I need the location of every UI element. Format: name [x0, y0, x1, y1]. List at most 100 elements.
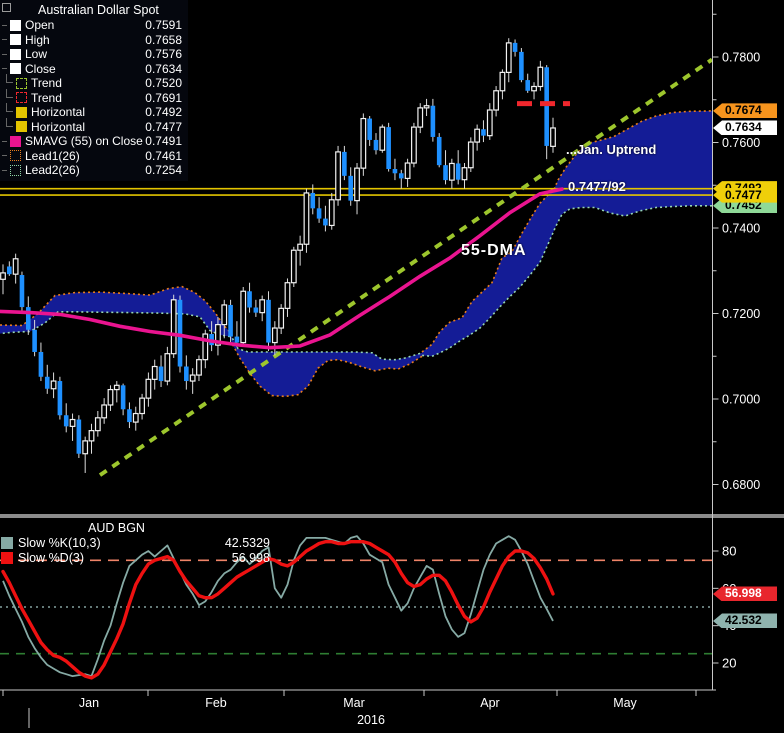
- month-label: Feb: [205, 696, 227, 710]
- candle-down: [481, 129, 486, 136]
- legend-row[interactable]: High 0.7658: [2, 33, 184, 48]
- legend-row[interactable]: Lead1(26) 0.7461: [2, 149, 184, 164]
- tree-connector: [6, 88, 13, 98]
- series-value: 0.7477: [145, 119, 182, 134]
- stoch-y-label: 20: [722, 656, 736, 671]
- legend-row[interactable]: Trend 0.7520: [2, 74, 184, 91]
- series-value: 0.7658: [145, 32, 182, 47]
- candle-down: [310, 192, 316, 209]
- candle-up: [164, 353, 171, 382]
- series-swatch-icon: [16, 121, 27, 133]
- candle-down: [120, 385, 126, 410]
- series-label: Slow %D(3): [18, 550, 84, 565]
- series-label: SMAVG (55) on Close: [25, 134, 143, 149]
- legend-row[interactable]: Slow %K(10,3) 42.5329: [0, 536, 280, 551]
- cloud-lead-edge: [229, 333, 423, 361]
- tree-stub: [2, 68, 7, 70]
- tree-connector: [6, 117, 13, 127]
- month-label: May: [613, 696, 637, 710]
- candle-up: [69, 418, 76, 427]
- annotation-support-zone: 0.7477/92: [568, 179, 626, 194]
- series-swatch-icon: [16, 77, 27, 89]
- candle-down: [512, 42, 518, 52]
- tree-connector: [6, 74, 13, 84]
- candle-down: [57, 381, 63, 416]
- candle-up: [537, 66, 544, 88]
- legend-row[interactable]: Trend 0.7691: [2, 88, 184, 106]
- cloud-lead-edge: [0, 285, 231, 333]
- candle-up: [196, 359, 202, 376]
- legend-row[interactable]: SMAVG (55) on Close 0.7491: [2, 134, 184, 149]
- series-value: 0.7576: [145, 47, 182, 62]
- series-label: Lead2(26): [25, 163, 80, 178]
- legend-row[interactable]: Close 0.7634: [2, 62, 184, 77]
- candle-down: [367, 118, 372, 140]
- candle-down: [455, 163, 461, 180]
- legend-row[interactable]: Lead2(26) 0.7254: [2, 163, 184, 178]
- cloud-lead-edge: [421, 205, 712, 358]
- candle-down: [373, 139, 379, 151]
- candle-up: [493, 90, 500, 111]
- ichimoku-cloud-middle: [230, 334, 422, 397]
- candle-down: [177, 299, 183, 367]
- candle-down: [247, 291, 252, 308]
- series-swatch-icon: [10, 164, 21, 176]
- price-badge: 0.7674: [713, 103, 777, 119]
- candle-down: [158, 366, 164, 382]
- main-y-label: 0.7800: [722, 51, 760, 65]
- candle-down: [348, 175, 353, 201]
- candle-up: [360, 117, 367, 169]
- tree-stub: [2, 169, 7, 171]
- candle-down: [323, 218, 328, 226]
- candle-up: [499, 71, 506, 92]
- series-value: 42.5329: [224, 536, 270, 551]
- candle-up: [170, 299, 177, 355]
- candle-up: [550, 127, 556, 147]
- collapse-icon[interactable]: [2, 3, 11, 12]
- series-value: 0.7691: [145, 90, 182, 105]
- legend-row[interactable]: Low 0.7576: [2, 47, 184, 62]
- candle-up: [467, 141, 474, 169]
- candle-down: [316, 208, 322, 219]
- candle-down: [342, 151, 347, 176]
- month-label: Apr: [480, 696, 499, 710]
- candle-up: [101, 404, 108, 419]
- candle-down: [7, 266, 12, 275]
- candle-down: [127, 409, 132, 423]
- series-label: Horizontal: [31, 119, 86, 134]
- candle-up: [113, 384, 120, 391]
- series-label: Lead1(26): [25, 148, 80, 163]
- candle-up: [145, 378, 152, 399]
- sma55-line: [0, 187, 564, 350]
- main-y-label: 0.7000: [722, 393, 760, 407]
- candle-up: [50, 380, 57, 390]
- series-swatch-icon: [10, 34, 21, 46]
- series-swatch-icon: [10, 19, 21, 31]
- candle-down: [266, 299, 271, 343]
- series-label: Open: [25, 18, 55, 33]
- series-label: Slow %K(10,3): [18, 536, 101, 551]
- study-title: AUD BGN: [88, 521, 145, 535]
- legend-row[interactable]: Horizontal 0.7477: [2, 117, 184, 135]
- slow-k-line: [2, 535, 554, 677]
- candle-down: [234, 336, 240, 343]
- series-swatch-icon: [16, 92, 27, 104]
- ichimoku-cloud-right: [422, 110, 712, 357]
- series-swatch-icon: [1, 537, 13, 550]
- main-y-label: 0.7200: [722, 307, 760, 321]
- legend-row[interactable]: Horizontal 0.7492: [2, 103, 184, 120]
- candle-down: [525, 80, 531, 91]
- security-title: Australian Dollar Spot: [38, 3, 159, 17]
- legend-row[interactable]: Slow %D(3) 56.998: [0, 551, 280, 566]
- candle-down: [430, 105, 436, 137]
- candle-down: [19, 275, 25, 308]
- legend-row[interactable]: Open 0.7591: [2, 18, 184, 33]
- series-value: 56.998: [231, 550, 270, 565]
- candle-down: [32, 329, 37, 352]
- panel-separator: [0, 514, 784, 518]
- candle-down: [25, 307, 31, 330]
- series-swatch-icon: [1, 551, 13, 564]
- candle-down: [184, 366, 189, 382]
